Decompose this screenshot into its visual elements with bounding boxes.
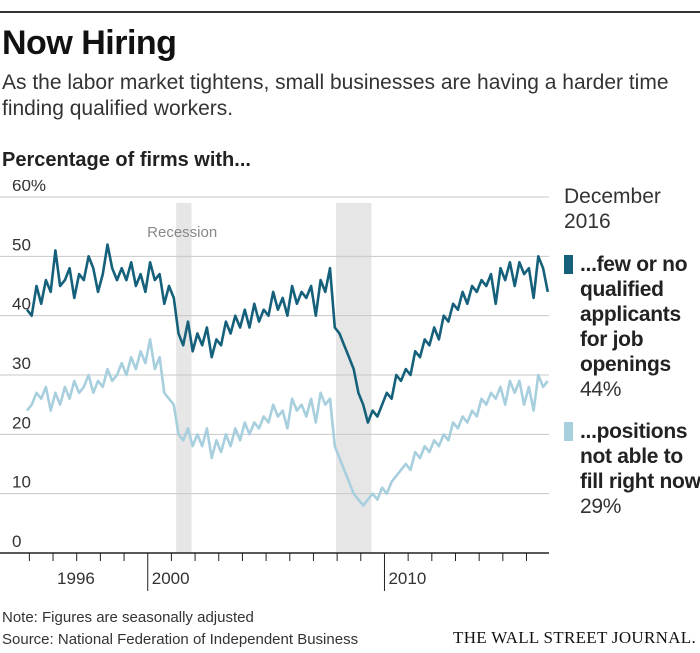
recession-label: Recession	[147, 224, 217, 241]
y-tick-label-20: 20	[12, 413, 31, 432]
x-tick-label-2000: 2000	[152, 569, 190, 588]
recession-band-0	[176, 203, 192, 553]
y-tick-label-60: 60%	[12, 180, 46, 195]
y-tick-label-10: 10	[12, 473, 31, 492]
publisher-logo: THE WALL STREET JOURNAL.	[453, 628, 696, 647]
legend-text-qualified-applicants: ...few or no qualified applicants for jo…	[580, 252, 700, 402]
series-line-0	[25, 243, 550, 424]
page-subtitle: As the labor market tightens, small busi…	[2, 71, 669, 120]
grid-lines	[0, 196, 549, 495]
page-title: Now Hiring	[2, 24, 177, 62]
footnote: Note: Figures are seasonally adjusted	[2, 609, 254, 626]
legend-swatch-dark	[564, 255, 573, 274]
legend-text-unfilled-positions: ...positions not able to fill right now …	[580, 419, 700, 519]
x-tick-label-2010: 2010	[388, 569, 426, 588]
chart-heading: Percentage of firms with...	[2, 149, 251, 171]
series-group	[25, 243, 550, 507]
source-line: Source: National Federation of Independe…	[2, 631, 359, 648]
legend-value: 29%	[580, 495, 622, 518]
y-tick-label-50: 50	[12, 235, 31, 254]
y-tick-label-30: 30	[12, 354, 31, 373]
legend-label: ...positions not able to fill right now	[580, 420, 700, 493]
legend-label: ...few or no qualified applicants for jo…	[580, 253, 688, 376]
y-tick-label-40: 40	[12, 295, 31, 314]
y-tick-label-0: 0	[12, 532, 21, 551]
axis-labels: 0 10 20 30 40 50 60% 1996 2000 2010	[12, 180, 426, 588]
legend-swatch-light	[564, 422, 573, 441]
x-axis	[0, 552, 549, 591]
series-line-1	[25, 338, 549, 507]
x-tick-label-1996: 1996	[57, 569, 95, 588]
top-rule	[0, 11, 700, 13]
legend-value: 44%	[580, 378, 622, 401]
recession-shading-group: Recession	[147, 203, 372, 553]
legend-date-label: December 2016	[564, 185, 661, 233]
line-chart: Recession 0 10 20 30 40 50 60% 1996 2000 2010	[0, 180, 550, 591]
